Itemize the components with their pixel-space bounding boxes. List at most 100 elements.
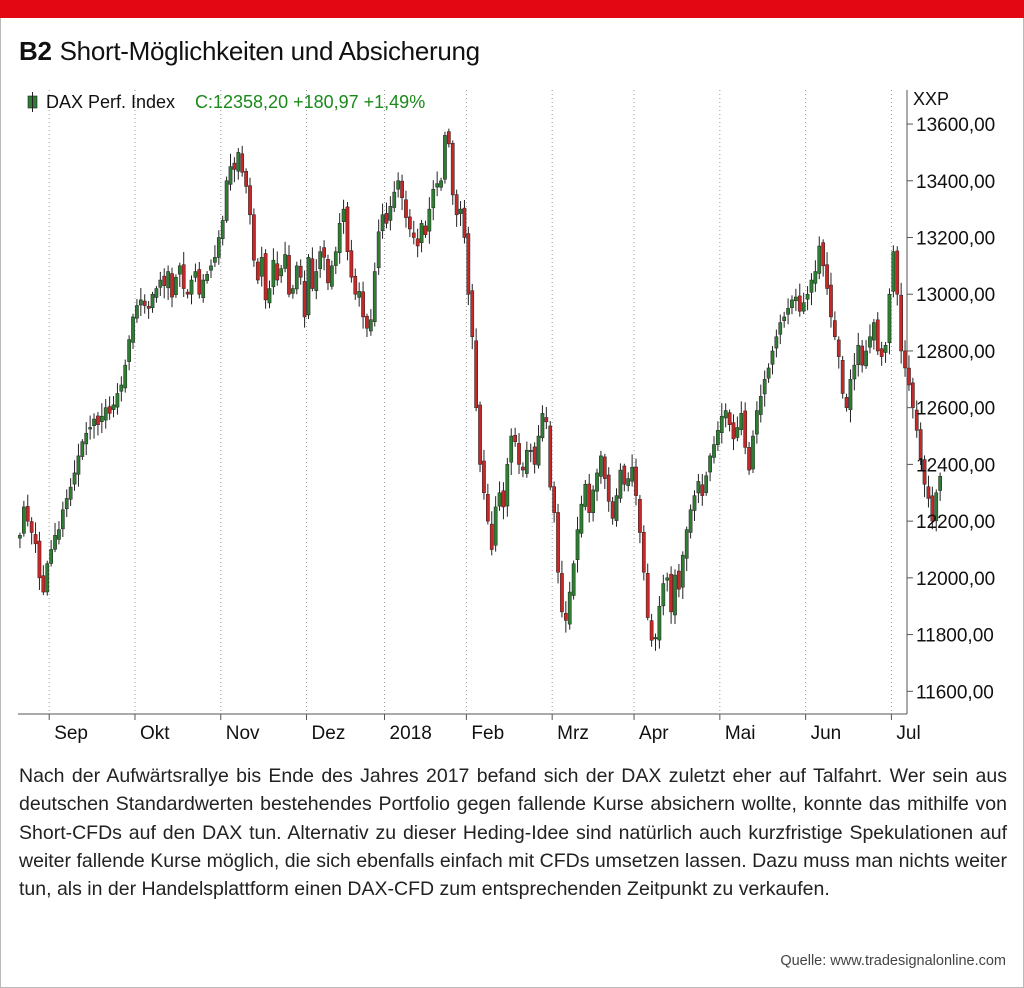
- candle-body: [357, 291, 362, 298]
- candle-body: [813, 271, 818, 284]
- candle-body: [60, 509, 65, 530]
- y-tick-label: 13000,00: [916, 285, 995, 306]
- candle-body: [579, 503, 584, 534]
- candle-body: [193, 271, 198, 278]
- candle-body: [21, 506, 26, 534]
- candle-body: [255, 261, 260, 281]
- candle-body: [306, 257, 311, 316]
- candle-body: [287, 255, 291, 295]
- candle-body: [240, 153, 245, 173]
- candle-body: [739, 413, 744, 430]
- candle-body: [684, 529, 689, 559]
- candle-body: [415, 238, 420, 247]
- candle-body: [103, 407, 108, 421]
- candle-body: [435, 183, 440, 188]
- candle-body: [185, 291, 190, 295]
- candle-body: [431, 189, 436, 209]
- figure-title: B2 Short-Möglichkeiten und Absicherung: [19, 36, 480, 67]
- candle-body: [521, 466, 525, 471]
- candle-body: [252, 214, 256, 261]
- candle-body: [209, 265, 213, 271]
- candle-body: [248, 185, 252, 216]
- candle-body: [138, 299, 143, 306]
- candle-body: [454, 194, 459, 216]
- y-tick-label: 11800,00: [916, 626, 994, 647]
- dax-candlestick-chart: 11600,00 11800,00 12000,00 12200,00 12400,00…: [18, 89, 995, 744]
- candle-body: [314, 271, 319, 292]
- candle-body: [704, 475, 709, 493]
- candle-body: [622, 465, 627, 485]
- candle-body: [875, 319, 880, 352]
- candle-body: [626, 478, 631, 486]
- candle-body: [665, 577, 670, 581]
- candle-body: [298, 265, 303, 278]
- candle-body: [821, 242, 826, 267]
- candle-body: [53, 535, 57, 550]
- candle-body: [478, 404, 482, 465]
- candle-body: [142, 300, 147, 306]
- candle-body: [310, 258, 315, 289]
- chart-grid: [48, 90, 892, 714]
- candle-body: [614, 495, 619, 521]
- y-tick-label: 13600,00: [916, 115, 995, 136]
- candle-body: [302, 281, 307, 318]
- candle-body: [166, 271, 170, 289]
- candle-body: [439, 180, 443, 188]
- candle-body: [263, 253, 268, 301]
- candle-body: [49, 549, 53, 564]
- candle-body: [271, 259, 276, 288]
- candle-body: [497, 492, 502, 507]
- candle-body: [72, 472, 77, 485]
- candle-body: [294, 265, 299, 290]
- x-tick-label: Okt: [140, 723, 170, 744]
- candle-body: [864, 350, 868, 367]
- candle-body: [907, 367, 911, 386]
- candle-body: [844, 397, 849, 408]
- x-tick-label: 2018: [390, 723, 432, 744]
- candle-body: [408, 216, 412, 230]
- candle-body: [318, 251, 323, 270]
- candle-body: [563, 613, 568, 621]
- candle-body: [524, 449, 529, 474]
- candle-body: [107, 406, 112, 414]
- candle-body: [735, 427, 740, 438]
- candle-body: [509, 435, 514, 463]
- candle-body: [770, 350, 775, 365]
- candle-body: [860, 345, 865, 366]
- candle-body: [817, 245, 822, 274]
- legend-series-value: C:12358,20 +180,97 +1,49%: [195, 92, 425, 112]
- candle-body: [556, 512, 560, 573]
- candle-body: [365, 315, 369, 329]
- candle-body: [727, 412, 732, 425]
- candle-body: [731, 422, 736, 440]
- candle-body: [419, 223, 424, 244]
- candle-body: [743, 410, 748, 448]
- candle-body: [123, 364, 128, 389]
- candle-body: [618, 469, 623, 499]
- candle-body: [657, 605, 662, 641]
- candle-body: [922, 459, 927, 485]
- candle-body: [466, 233, 471, 295]
- candle-body: [216, 237, 221, 258]
- candle-body: [376, 231, 381, 269]
- y-tick-label: 11600,00: [916, 682, 994, 703]
- x-tick-label: Mrz: [557, 723, 589, 744]
- candle-body: [868, 336, 872, 348]
- candle-body: [926, 486, 931, 499]
- figure-description: Nach der Aufwärtsrallye bis Ende des Jah…: [19, 765, 1007, 901]
- candle-body: [25, 506, 30, 522]
- candle-body: [154, 288, 159, 298]
- candle-body: [474, 340, 478, 408]
- candle-body: [162, 275, 167, 286]
- candle-body: [630, 466, 634, 482]
- candle-body: [158, 279, 163, 288]
- candle-body: [840, 360, 845, 394]
- candle-body: [653, 637, 658, 640]
- candle-body: [482, 460, 486, 494]
- candle-body: [37, 540, 42, 579]
- candle-body: [470, 290, 475, 338]
- candle-body: [747, 447, 751, 471]
- candle-body: [649, 620, 654, 641]
- candle-body: [96, 415, 100, 425]
- candle-body: [782, 316, 787, 321]
